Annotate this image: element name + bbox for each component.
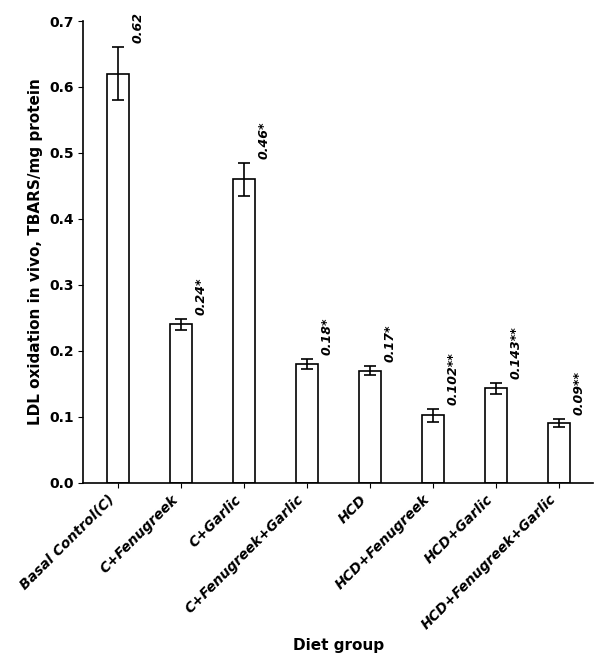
- Bar: [548, 424, 570, 482]
- Text: 0.62: 0.62: [131, 13, 144, 43]
- Bar: [170, 325, 192, 482]
- Text: 0.09**: 0.09**: [572, 371, 586, 415]
- Bar: [485, 388, 507, 482]
- Text: 0.102**: 0.102**: [446, 352, 459, 405]
- Text: 0.143**: 0.143**: [510, 327, 522, 379]
- Text: 0.46*: 0.46*: [257, 122, 270, 159]
- Y-axis label: LDL oxidation in vivo, TBARS/mg protein: LDL oxidation in vivo, TBARS/mg protein: [29, 78, 43, 426]
- Bar: [233, 179, 255, 482]
- Text: 0.17*: 0.17*: [383, 325, 396, 362]
- Text: 0.24*: 0.24*: [194, 278, 207, 315]
- Bar: [359, 371, 381, 482]
- Bar: [106, 73, 128, 482]
- Text: 0.18*: 0.18*: [320, 317, 333, 355]
- Bar: [422, 415, 444, 482]
- X-axis label: Diet group: Diet group: [292, 638, 384, 653]
- Bar: [295, 364, 318, 482]
